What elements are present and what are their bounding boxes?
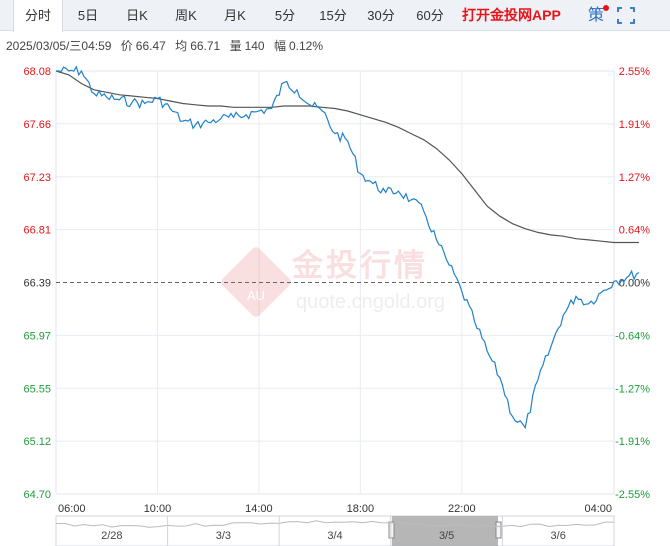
percent-tick-label: -0.64% bbox=[615, 330, 650, 342]
price-tick-label: 64.70 bbox=[23, 489, 51, 501]
tab-5day[interactable]: 5日 bbox=[77, 8, 99, 23]
period-tab-bar: 分时 5日 日K 周K 月K 5分 15分 30分 60分 打开金投网APP 策 bbox=[0, 0, 670, 32]
time-tick-label: 22:00 bbox=[448, 503, 476, 515]
open-app-link[interactable]: 打开金投网APP bbox=[462, 7, 561, 23]
tab-15min[interactable]: 15分 bbox=[319, 8, 347, 23]
navigator-day-label: 3/5 bbox=[439, 530, 454, 542]
navigator-day-label: 3/6 bbox=[551, 530, 566, 542]
watermark-brand: 金投行情 bbox=[291, 248, 428, 283]
amplitude-label: 幅 bbox=[273, 39, 286, 53]
price-tick-label: 65.55 bbox=[23, 383, 51, 395]
time-tick-label: 06:00 bbox=[58, 503, 86, 515]
quote-datetime: 2025/03/05/三04:59 bbox=[6, 39, 112, 53]
watermark-badge: AU bbox=[247, 288, 265, 303]
volume-label: 量 bbox=[229, 39, 242, 53]
time-navigator[interactable]: 2/28 3/3 3/4 3/5 3/6 bbox=[55, 515, 615, 546]
price-tick-label: 66.39 bbox=[23, 278, 51, 290]
tab-intraday[interactable]: 分时 bbox=[13, 0, 63, 32]
average-price-line bbox=[55, 70, 639, 244]
navigator-mini-line bbox=[56, 520, 614, 528]
price-line bbox=[55, 65, 640, 430]
navigator-day-label: 2/28 bbox=[101, 530, 122, 542]
price-tick-label: 65.12 bbox=[23, 436, 51, 448]
percent-tick-label: 2.55% bbox=[619, 66, 650, 78]
tab-5min[interactable]: 5分 bbox=[274, 8, 296, 23]
tab-monthly-k[interactable]: 月K bbox=[224, 8, 246, 23]
price-axis: 68.08 67.66 67.23 66.81 66.39 65.97 65.55 65.12… bbox=[23, 66, 51, 501]
percent-tick-label: -1.27% bbox=[615, 383, 650, 395]
price-tick-label: 65.97 bbox=[23, 330, 51, 342]
tab-60min[interactable]: 60分 bbox=[416, 8, 444, 23]
notification-dot bbox=[603, 5, 609, 11]
navigator-track bbox=[55, 515, 615, 546]
tab-30min[interactable]: 30分 bbox=[367, 8, 395, 23]
percent-tick-label: -1.91% bbox=[615, 436, 650, 448]
percent-tick-label: 1.91% bbox=[619, 119, 650, 131]
avg-value: 66.71 bbox=[190, 39, 221, 53]
time-tick-label: 14:00 bbox=[245, 503, 273, 515]
navigator-day-label: 3/3 bbox=[216, 530, 231, 542]
price-label: 价 bbox=[120, 39, 133, 53]
time-tick-label: 18:00 bbox=[347, 503, 375, 515]
time-axis: 06:00 10:00 14:00 18:00 22:00 04:00 bbox=[58, 503, 612, 515]
price-value: 66.47 bbox=[135, 39, 166, 53]
percent-axis: 2.55% 1.91% 1.27% 0.64% 0.00% -0.64% -1.27% -1.… bbox=[615, 66, 650, 501]
navigator-handle-right[interactable] bbox=[495, 521, 502, 539]
watermark-url: quote.cngold.org bbox=[296, 291, 445, 313]
amplitude-value: 0.12% bbox=[288, 39, 323, 53]
navigator-selection[interactable] bbox=[392, 516, 498, 546]
price-tick-label: 67.23 bbox=[23, 172, 51, 184]
tab-daily-k[interactable]: 日K bbox=[126, 8, 148, 23]
price-tick-label: 67.66 bbox=[23, 119, 51, 131]
percent-tick-label: -2.55% bbox=[615, 489, 650, 501]
time-tick-label: 04:00 bbox=[584, 503, 612, 515]
percent-tick-label: 0.64% bbox=[619, 225, 650, 237]
strategy-button[interactable]: 策 bbox=[588, 7, 605, 24]
price-tick-label: 68.08 bbox=[23, 66, 51, 78]
fullscreen-icon[interactable] bbox=[617, 7, 635, 24]
tab-weekly-k[interactable]: 周K bbox=[175, 8, 197, 23]
volume-value: 140 bbox=[244, 39, 265, 53]
percent-tick-label: 1.27% bbox=[619, 172, 650, 184]
avg-label: 均 bbox=[175, 39, 188, 53]
navigator-day-label: 3/4 bbox=[327, 530, 342, 542]
price-tick-label: 66.81 bbox=[23, 225, 51, 237]
time-tick-label: 10:00 bbox=[144, 503, 172, 515]
navigator-handle-left[interactable] bbox=[388, 521, 395, 539]
percent-tick-label: 0.00% bbox=[619, 278, 650, 290]
quote-info-line: 2025/03/05/三04:59 价 66.47 均 66.71 量 140 幅 0.… bbox=[6, 37, 329, 54]
